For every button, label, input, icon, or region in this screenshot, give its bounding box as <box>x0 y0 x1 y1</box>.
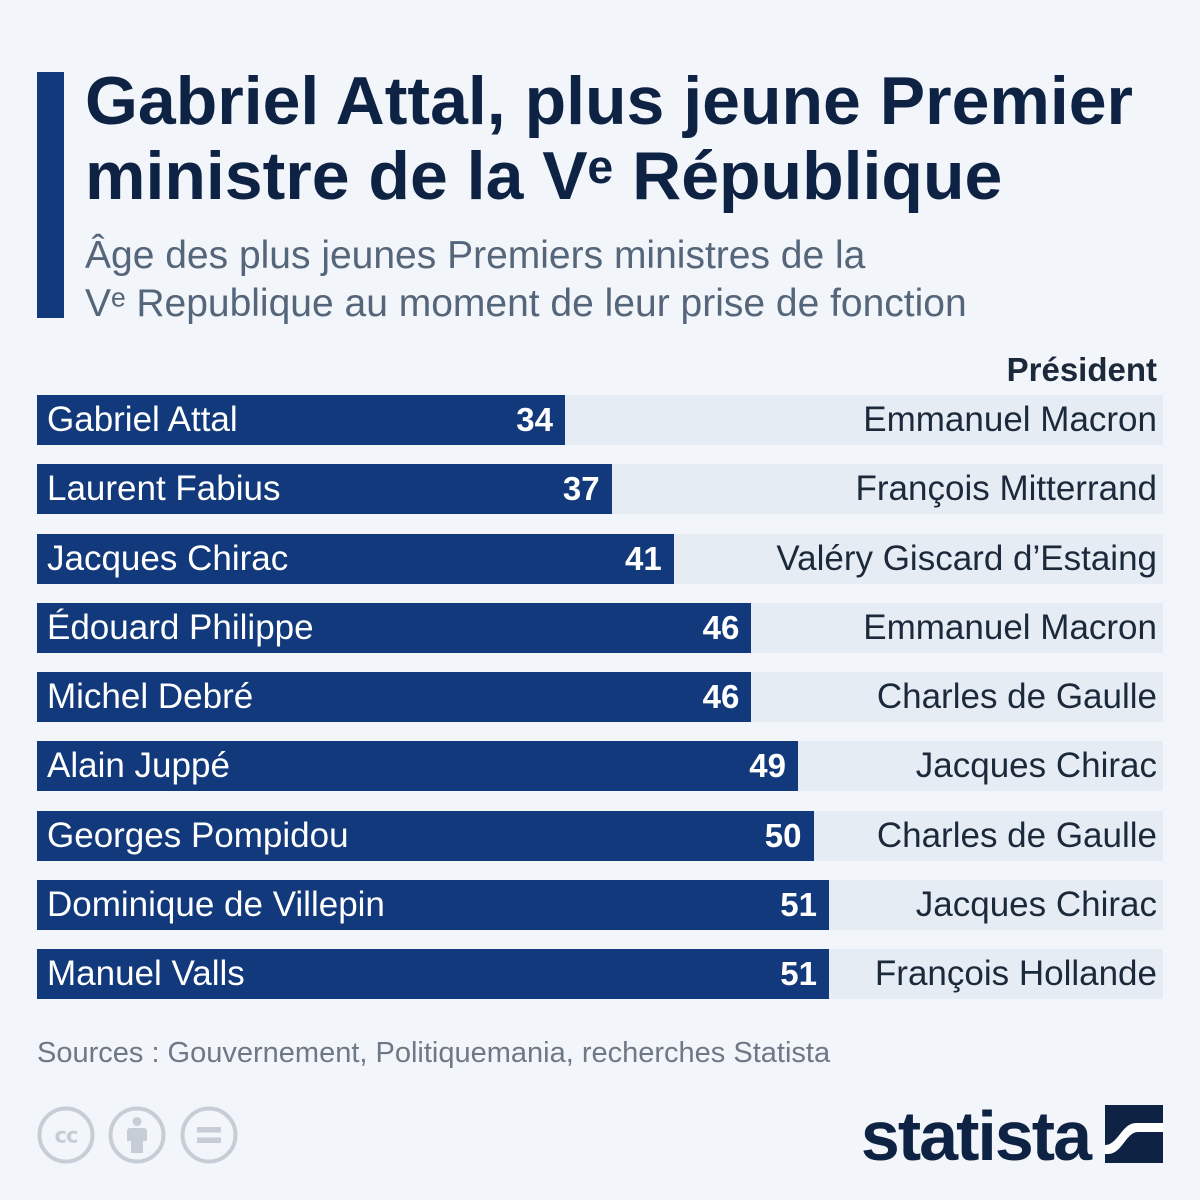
president-label: François Mitterrand <box>855 469 1157 509</box>
bar-row: Édouard Philippe 46 Emmanuel Macron <box>37 602 1163 653</box>
bar-row: Dominique de Villepin 51 Jacques Chirac <box>37 879 1163 930</box>
bar-label: Édouard Philippe <box>47 607 314 647</box>
bar-row: Gabriel Attal 34 Emmanuel Macron <box>37 395 1163 445</box>
president-column-header: Président <box>1006 351 1157 388</box>
bar-label: Michel Debré <box>47 677 254 716</box>
bar: Dominique de Villepin 51 <box>37 879 830 930</box>
bar: Laurent Fabius 37 <box>37 464 612 515</box>
value-label: 51 <box>780 955 818 992</box>
bar: Georges Pompidou 50 <box>37 810 814 861</box>
statista-logo-text: statista <box>860 1097 1092 1175</box>
bar: Manuel Valls 51 <box>37 949 830 999</box>
bar-row: Alain Juppé 49 Jacques Chirac <box>37 741 1163 792</box>
value-label: 41 <box>625 539 662 577</box>
value-label: 50 <box>764 816 802 854</box>
bar-chart: Gabriel Attal 34 Emmanuel Macron Laurent Fa… <box>37 395 1163 999</box>
bar-label: Laurent Fabius <box>47 469 281 509</box>
page-subtitle: Âge des plus jeunes Premiers ministres d… <box>85 234 967 325</box>
value-label: 37 <box>562 470 600 508</box>
bar-row: Manuel Valls 51 François Hollande <box>37 949 1163 999</box>
president-label: Valéry Giscard d’Estaing <box>776 538 1157 578</box>
value-label: 51 <box>780 885 818 923</box>
value-label: 46 <box>702 608 740 646</box>
president-label: François Hollande <box>874 954 1157 993</box>
source-note: Sources : Gouvernement, Politiquemania, … <box>37 1037 831 1069</box>
bar: Jacques Chirac 41 <box>37 533 674 584</box>
bar-label: Manuel Valls <box>47 954 245 993</box>
bar-row: Jacques Chirac 41 Valéry Giscard d’Estaing <box>37 533 1163 584</box>
bar: Gabriel Attal 34 <box>37 395 566 445</box>
attribution-icon <box>108 1106 166 1164</box>
bar-row: Laurent Fabius 37 François Mitterrand <box>37 464 1163 515</box>
bar-label: Alain Juppé <box>47 746 230 786</box>
creative-commons-label: cc <box>55 1124 78 1148</box>
bar-label: Dominique de Villepin <box>47 884 385 924</box>
bar-label: Georges Pompidou <box>47 815 349 855</box>
bar: Alain Juppé 49 <box>37 741 798 792</box>
president-label: Charles de Gaulle <box>876 677 1157 716</box>
bar: Michel Debré 46 <box>37 672 752 722</box>
logo-square <box>1105 1105 1163 1163</box>
no-derivatives-icon <box>180 1106 238 1164</box>
president-label: Jacques Chirac <box>915 884 1157 924</box>
bar-row: Michel Debré 46 Charles de Gaulle <box>37 672 1163 722</box>
bar-label: Gabriel Attal <box>47 400 238 439</box>
value-label: 49 <box>749 747 786 785</box>
president-label: Jacques Chirac <box>915 746 1157 786</box>
president-label: Charles de Gaulle <box>876 815 1157 855</box>
value-label: 46 <box>702 678 740 715</box>
president-label: Emmanuel Macron <box>863 400 1157 439</box>
statista-logo-icon <box>1105 1105 1163 1163</box>
president-label: Emmanuel Macron <box>863 607 1157 647</box>
bar: Édouard Philippe 46 <box>37 602 752 653</box>
creative-commons-icon: cc <box>37 1106 95 1164</box>
value-label: 34 <box>516 401 554 438</box>
accent-bar <box>37 72 64 318</box>
bar-row: Georges Pompidou 50 Charles de Gaulle <box>37 810 1163 861</box>
bar-label: Jacques Chirac <box>47 538 289 578</box>
page-title: Gabriel Attal, plus jeune Premier minist… <box>85 63 1134 214</box>
logo-swoosh <box>1105 1123 1163 1154</box>
